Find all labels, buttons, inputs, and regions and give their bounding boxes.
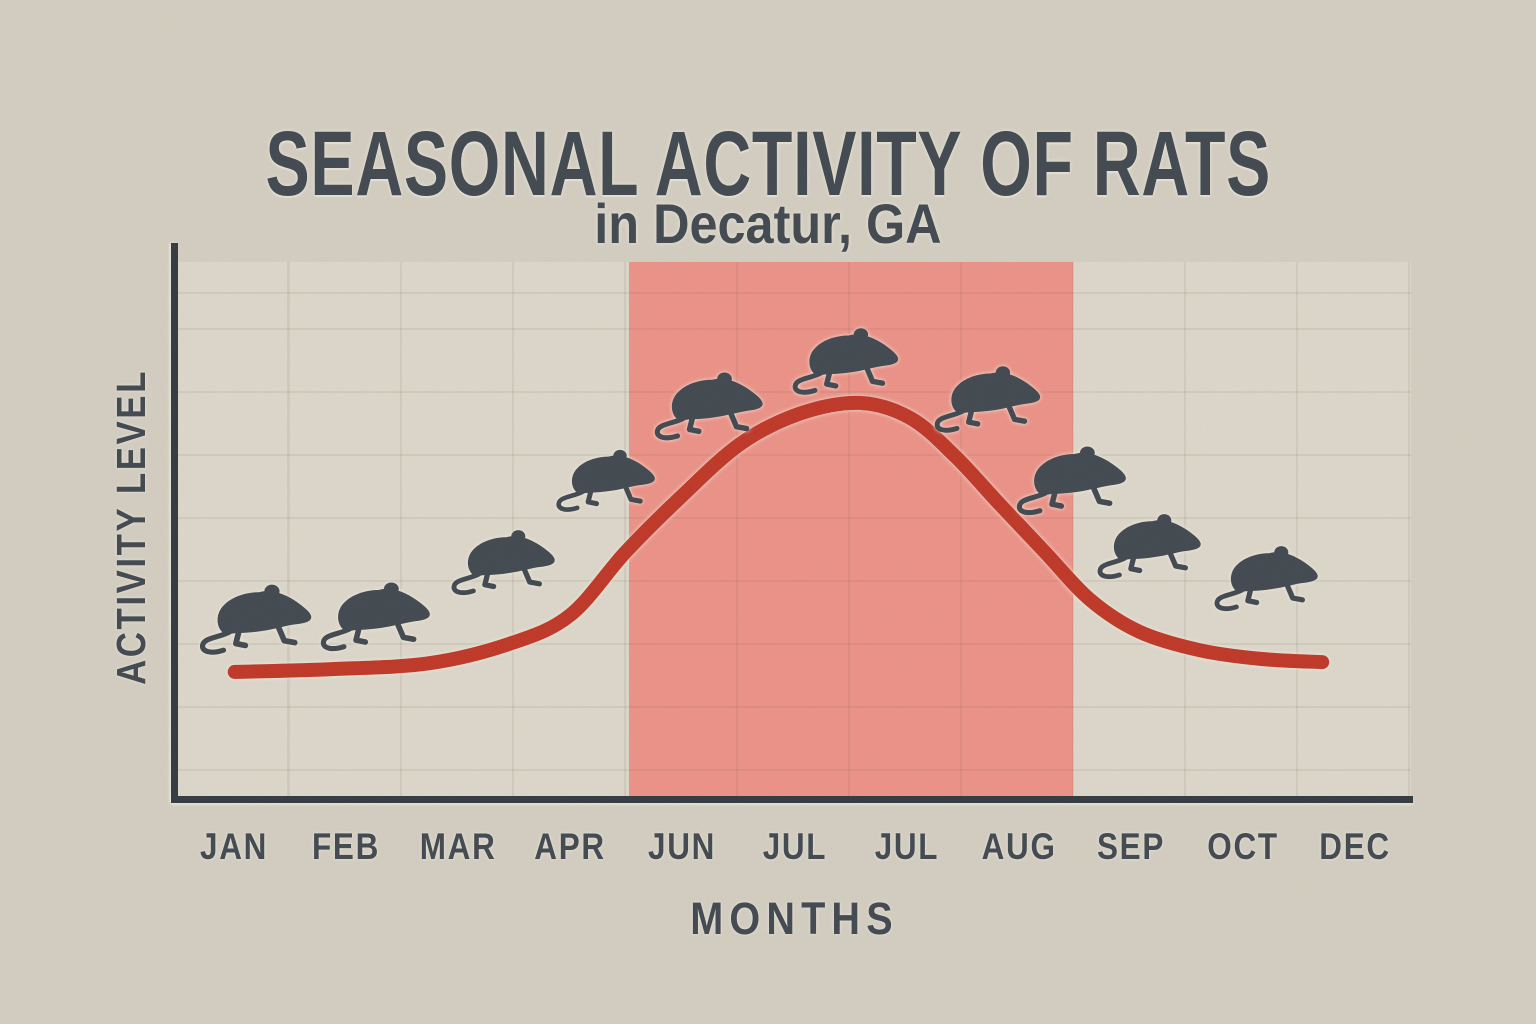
x-axis-title: MONTHS [178, 896, 1411, 941]
x-tick-jul: JUL [874, 826, 939, 867]
plot-area [178, 262, 1411, 802]
x-tick-feb: FEB [312, 826, 381, 867]
x-axis-title-text: MONTHS [690, 893, 899, 944]
x-tick-apr: APR [534, 826, 607, 867]
chart-subtitle: in Decatur, GA [0, 196, 1536, 252]
x-tick-dec: DEC [1319, 826, 1391, 867]
y-axis-line [171, 243, 178, 803]
x-tick-jul: JUL [762, 826, 827, 867]
x-tick-jun: JUN [648, 826, 717, 867]
x-tick-jan: JAN [200, 826, 269, 867]
chart-subtitle-text: in Decatur, GA [594, 192, 942, 256]
x-tick-oct: OCT [1207, 826, 1279, 867]
x-tick-aug: AUG [981, 826, 1057, 867]
x-tick-sep: SEP [1096, 826, 1165, 867]
x-axis-tick-labels: JAN FEB MAR APR JUN JUL JUL AUG SEP OCT DEC [178, 828, 1411, 865]
x-axis-line [171, 796, 1413, 803]
x-tick-mar: MAR [419, 826, 497, 867]
gridlines [178, 262, 1411, 802]
y-axis-title-text: ACTIVITY LEVEL [107, 369, 154, 685]
